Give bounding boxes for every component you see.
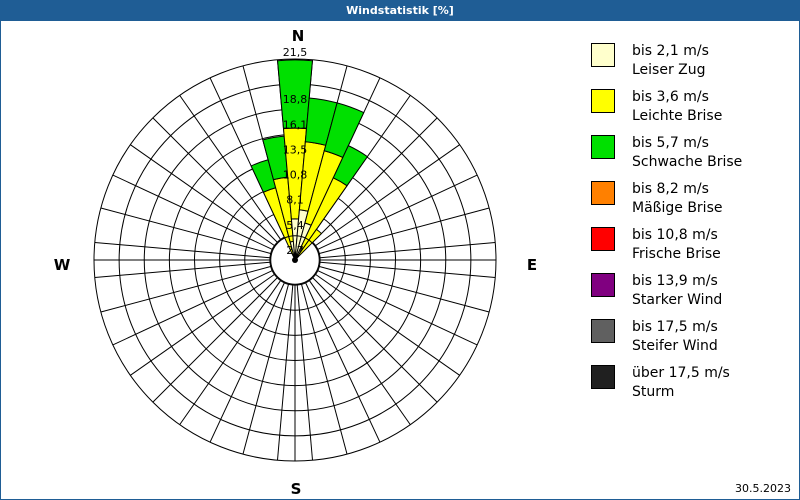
window-title: Windstatistik [%] bbox=[1, 1, 799, 21]
compass-north-label: N bbox=[291, 27, 305, 45]
legend-item: bis 5,7 m/s Schwache Brise bbox=[591, 135, 791, 181]
legend-label: bis 13,9 m/s Starker Wind bbox=[632, 272, 722, 310]
svg-text:8,1: 8,1 bbox=[286, 194, 304, 207]
legend-label: bis 8,2 m/s Mäßige Brise bbox=[632, 180, 722, 218]
legend-item: bis 13,9 m/s Starker Wind bbox=[591, 273, 791, 319]
wind-rose-plot: 2,7 5,4 8,1 10,8 13,5 16,1 18,8 21,5 bbox=[93, 46, 497, 462]
compass-east-label: E bbox=[526, 256, 538, 274]
legend-wind-name: Steifer Wind bbox=[632, 338, 718, 354]
legend: bis 2,1 m/s Leiser Zug bis 3,6 m/s Leichte … bbox=[591, 43, 791, 411]
legend-swatch bbox=[591, 365, 615, 389]
wind-sector-segment bbox=[277, 59, 313, 130]
legend-wind-name: Schwache Brise bbox=[632, 154, 743, 170]
wind-rose-chart: 2,7 5,4 8,1 10,8 13,5 16,1 18,8 21,5 N E S W bi… bbox=[1, 21, 799, 499]
legend-wind-name: Leichte Brise bbox=[632, 108, 723, 124]
legend-wind-name: Frische Brise bbox=[632, 246, 721, 262]
wind-sector-segment bbox=[296, 228, 323, 258]
svg-text:21,5: 21,5 bbox=[283, 46, 308, 59]
svg-text:2,7: 2,7 bbox=[286, 244, 304, 257]
legend-speed-range: bis 2,1 m/s bbox=[632, 43, 709, 59]
legend-item: bis 8,2 m/s Mäßige Brise bbox=[591, 181, 791, 227]
legend-swatch bbox=[591, 89, 615, 113]
date-label: 30.5.2023 bbox=[735, 482, 791, 495]
legend-label: bis 2,1 m/s Leiser Zug bbox=[632, 42, 709, 80]
legend-speed-range: über 17,5 m/s bbox=[632, 365, 730, 381]
compass-south-label: S bbox=[290, 480, 302, 498]
legend-label: bis 5,7 m/s Schwache Brise bbox=[632, 134, 742, 172]
svg-text:16,1: 16,1 bbox=[283, 118, 308, 131]
radial-tick-labels: 2,7 5,4 8,1 10,8 13,5 16,1 18,8 21,5 bbox=[283, 46, 308, 257]
legend-item: bis 2,1 m/s Leiser Zug bbox=[591, 43, 791, 89]
legend-label: bis 17,5 m/s Steifer Wind bbox=[632, 318, 718, 356]
legend-swatch bbox=[591, 181, 615, 205]
legend-item: bis 3,6 m/s Leichte Brise bbox=[591, 89, 791, 135]
legend-speed-range: bis 8,2 m/s bbox=[632, 181, 709, 197]
wind-sectors bbox=[250, 59, 369, 261]
legend-item: über 17,5 m/s Sturm bbox=[591, 365, 791, 411]
legend-label: über 17,5 m/s Sturm bbox=[632, 364, 730, 402]
svg-text:5,4: 5,4 bbox=[286, 219, 304, 232]
svg-text:10,8: 10,8 bbox=[283, 169, 308, 182]
legend-swatch bbox=[591, 43, 615, 67]
legend-wind-name: Starker Wind bbox=[632, 292, 723, 308]
legend-label: bis 10,8 m/s Frische Brise bbox=[632, 226, 721, 264]
legend-speed-range: bis 3,6 m/s bbox=[632, 89, 709, 105]
legend-speed-range: bis 17,5 m/s bbox=[632, 319, 718, 335]
wind-sector-segment bbox=[332, 144, 369, 187]
legend-wind-name: Leiser Zug bbox=[632, 62, 706, 78]
svg-text:18,8: 18,8 bbox=[283, 93, 308, 106]
legend-speed-range: bis 5,7 m/s bbox=[632, 135, 709, 151]
legend-swatch bbox=[591, 135, 615, 159]
legend-speed-range: bis 13,9 m/s bbox=[632, 273, 718, 289]
compass-west-label: W bbox=[53, 256, 71, 274]
legend-item: bis 17,5 m/s Steifer Wind bbox=[591, 319, 791, 365]
legend-wind-name: Mäßige Brise bbox=[632, 200, 723, 216]
legend-swatch bbox=[591, 273, 615, 297]
legend-swatch bbox=[591, 319, 615, 343]
wind-sector-segment bbox=[323, 102, 365, 159]
legend-swatch bbox=[591, 227, 615, 251]
legend-wind-name: Sturm bbox=[632, 384, 675, 400]
legend-item: bis 10,8 m/s Frische Brise bbox=[591, 227, 791, 273]
svg-text:13,5: 13,5 bbox=[283, 143, 308, 156]
legend-speed-range: bis 10,8 m/s bbox=[632, 227, 718, 243]
legend-label: bis 3,6 m/s Leichte Brise bbox=[632, 88, 722, 126]
